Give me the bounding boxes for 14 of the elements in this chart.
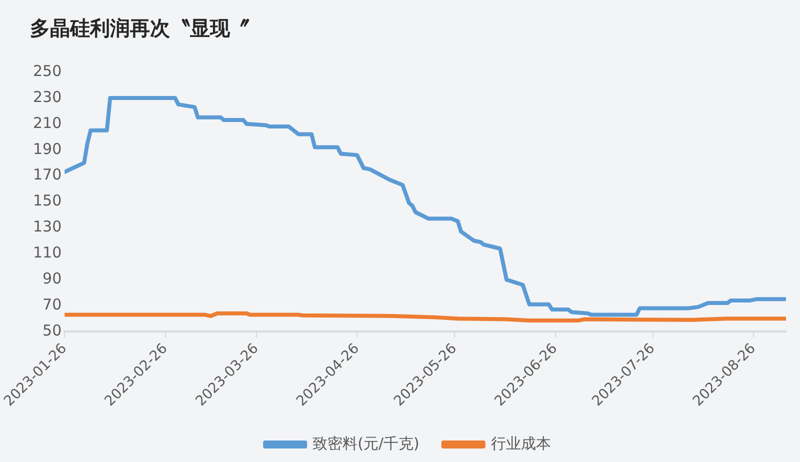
y-tick-label: 130	[32, 218, 62, 236]
y-tick-label: 250	[32, 62, 62, 80]
y-tick-label: 190	[32, 140, 62, 158]
y-tick-label: 70	[42, 296, 62, 314]
legend-label: 行业成本	[490, 434, 551, 452]
y-tick-label: 210	[32, 114, 62, 132]
legend-label: 致密料(元/千克)	[312, 434, 420, 452]
y-tick-label: 110	[32, 244, 62, 262]
y-tick-label: 230	[32, 88, 62, 106]
y-tick-label: 170	[32, 166, 62, 184]
y-tick-label: 150	[32, 192, 62, 210]
y-tick-label: 50	[42, 321, 62, 340]
chart-title: 多晶硅利润再次〝显现〞	[30, 16, 250, 40]
y-tick-label: 90	[42, 270, 62, 288]
